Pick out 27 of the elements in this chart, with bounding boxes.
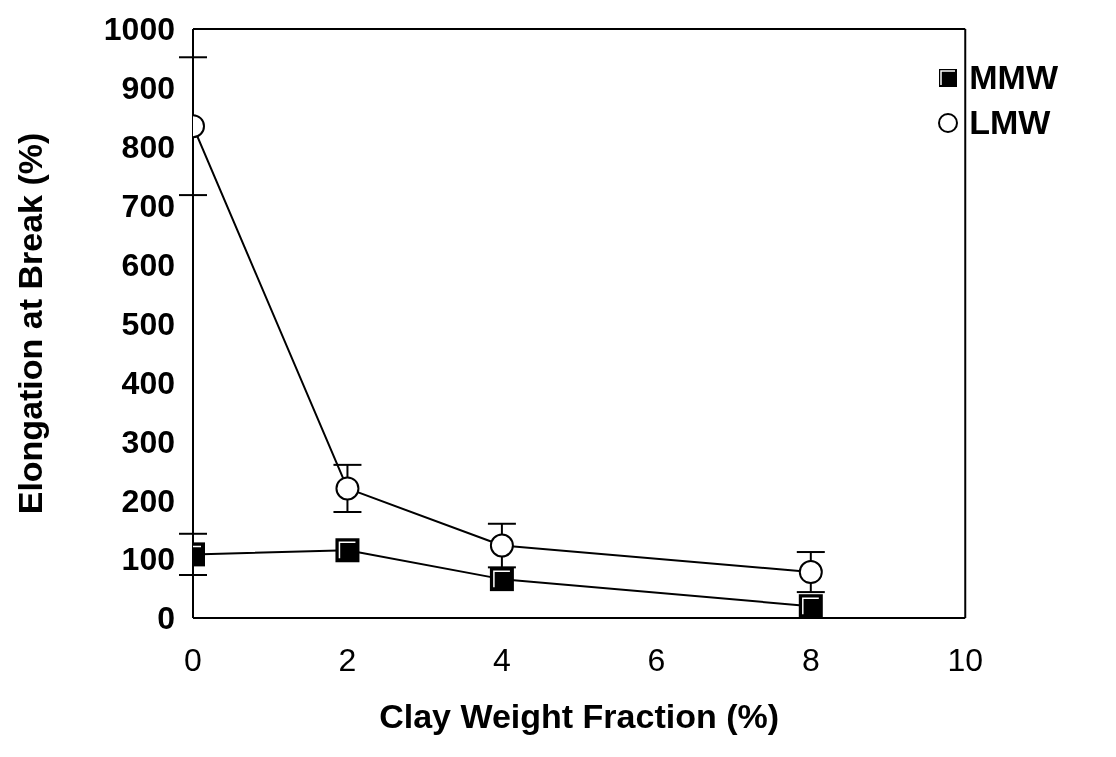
x-tick-label: 4	[493, 641, 511, 678]
point	[489, 567, 514, 592]
y-tick-label: 100	[121, 541, 175, 578]
x-axis-title: Clay Weight Fraction (%)	[379, 697, 780, 735]
point	[798, 560, 823, 585]
y-tick-label: 0	[157, 600, 175, 637]
y-tick-label: 800	[121, 129, 175, 166]
y-tick-label: 300	[121, 423, 175, 460]
y-tick-label: 1000	[103, 11, 175, 48]
y-tick-label: 700	[121, 188, 175, 225]
x-tick-label: 0	[184, 641, 202, 678]
point	[335, 538, 360, 563]
point	[798, 594, 823, 618]
y-tick-label: 400	[121, 364, 175, 401]
y-tick-label: 900	[121, 70, 175, 107]
point	[335, 476, 360, 501]
y-tick-label: 600	[121, 246, 175, 283]
y-tick-label: 200	[121, 482, 175, 519]
x-tick-label: 10	[947, 641, 984, 678]
x-tick-label: 6	[647, 641, 666, 678]
x-tick-label: 2	[338, 641, 357, 678]
legend-label: MMW	[969, 58, 1058, 97]
x-tick-label: 8	[801, 641, 820, 678]
y-axis-title: Elongation at Break (%)	[11, 132, 50, 515]
y-tick-label: 500	[121, 305, 175, 342]
point	[489, 533, 514, 558]
legend-label: LMW	[969, 103, 1051, 142]
